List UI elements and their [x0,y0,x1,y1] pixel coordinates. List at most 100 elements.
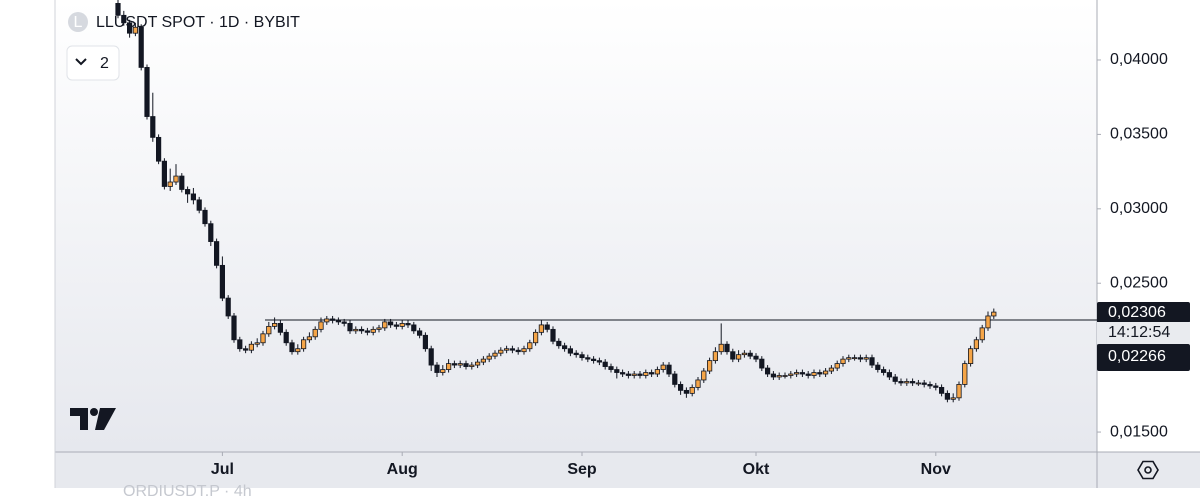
candle-body [985,315,991,329]
candle-body [213,241,220,266]
candle-body [962,363,968,385]
candle-body [846,357,852,360]
candle-body [283,331,289,344]
last-price-label: 0,02306 [1108,304,1166,321]
candle-body [219,264,225,299]
candle-body [242,348,249,351]
candle-body [393,324,400,327]
candle-body [602,361,608,367]
candle-body [370,328,376,333]
x-tick-label: Nov [921,461,951,478]
candle-body [712,351,719,362]
candle-body [173,175,179,183]
candle-body [799,372,806,375]
candle-body [364,330,371,333]
candle-body [753,355,759,360]
candle-body [950,397,956,400]
candle-body [562,345,568,350]
candle-body [480,358,487,363]
candle-body [927,384,933,387]
candle-body [979,327,985,341]
candle-body [115,3,121,16]
candle-body [411,324,417,332]
candle-body [649,372,655,375]
countdown-label: 14:12:54 [1108,324,1170,341]
candle-body [150,116,156,138]
candle-body [457,363,463,366]
candle-body [718,343,724,353]
candle-body [741,352,748,356]
candle-body [329,318,336,321]
candle-body [933,385,939,388]
plot-background [55,0,1097,452]
candle-body [492,352,498,357]
candle-body [405,323,411,326]
candle-body [759,358,765,369]
symbol-icon-letter: L [74,14,83,31]
collapse-button[interactable] [66,45,120,81]
candle-body [440,369,446,373]
y-tick-label: 0,04000 [1110,51,1168,68]
candle-body [144,67,150,117]
candle-body [387,321,394,326]
candle-body [486,355,492,360]
candle-body [556,340,562,347]
candle-body [968,348,974,364]
candle-body [869,357,875,366]
candle-body [817,372,823,375]
x-tick-label: Okt [743,461,770,478]
candle-body [300,339,307,350]
candle-body [347,323,353,332]
candle-body [683,389,690,394]
candle-body [399,323,405,327]
candle-body [660,364,666,370]
candle-body [770,373,777,378]
candle-body [724,343,730,353]
x-tick-label: Sep [567,461,597,478]
candle-body [295,348,301,353]
candle-body [910,381,916,384]
candle-body [358,328,365,332]
candle-body [596,360,603,363]
y-tick-label: 0,03000 [1110,200,1168,217]
candle-body [956,384,962,399]
candle-body [318,321,324,330]
candle-body [973,339,980,350]
candle-body [573,352,579,356]
candle-body [382,321,388,329]
candle-body [434,364,440,373]
candle-body [254,342,260,345]
candle-body [672,373,678,385]
candle-body [422,334,429,350]
candle-body [805,373,811,376]
y-tick-label: 0,01500 [1110,423,1168,440]
candle-body [840,358,846,364]
candle-body [190,193,196,201]
candle-body [828,367,835,372]
candle-body [515,349,521,353]
candle-body [127,22,133,34]
candle-body [208,223,214,242]
settings-icon[interactable] [1137,460,1159,480]
candle-body [376,327,382,330]
candle-body [161,160,167,187]
candle-body [857,357,864,360]
candle-body [782,375,788,377]
plot [115,0,1097,403]
candle-body [892,376,898,382]
candle-body [196,199,202,211]
candle-body [625,373,632,376]
candle-body [306,336,313,341]
y-tick-label: 0,03500 [1110,126,1168,143]
candle-body [776,375,782,378]
candle-body [266,325,272,335]
candle-body [608,366,614,370]
candle-body [579,354,585,359]
collapse-count: 2 [100,55,109,72]
candle-body [811,372,817,376]
candle-body [991,311,997,317]
candle-body [445,363,452,370]
candle-body [324,318,330,323]
candle-body [335,320,342,323]
candle-body [614,369,620,373]
